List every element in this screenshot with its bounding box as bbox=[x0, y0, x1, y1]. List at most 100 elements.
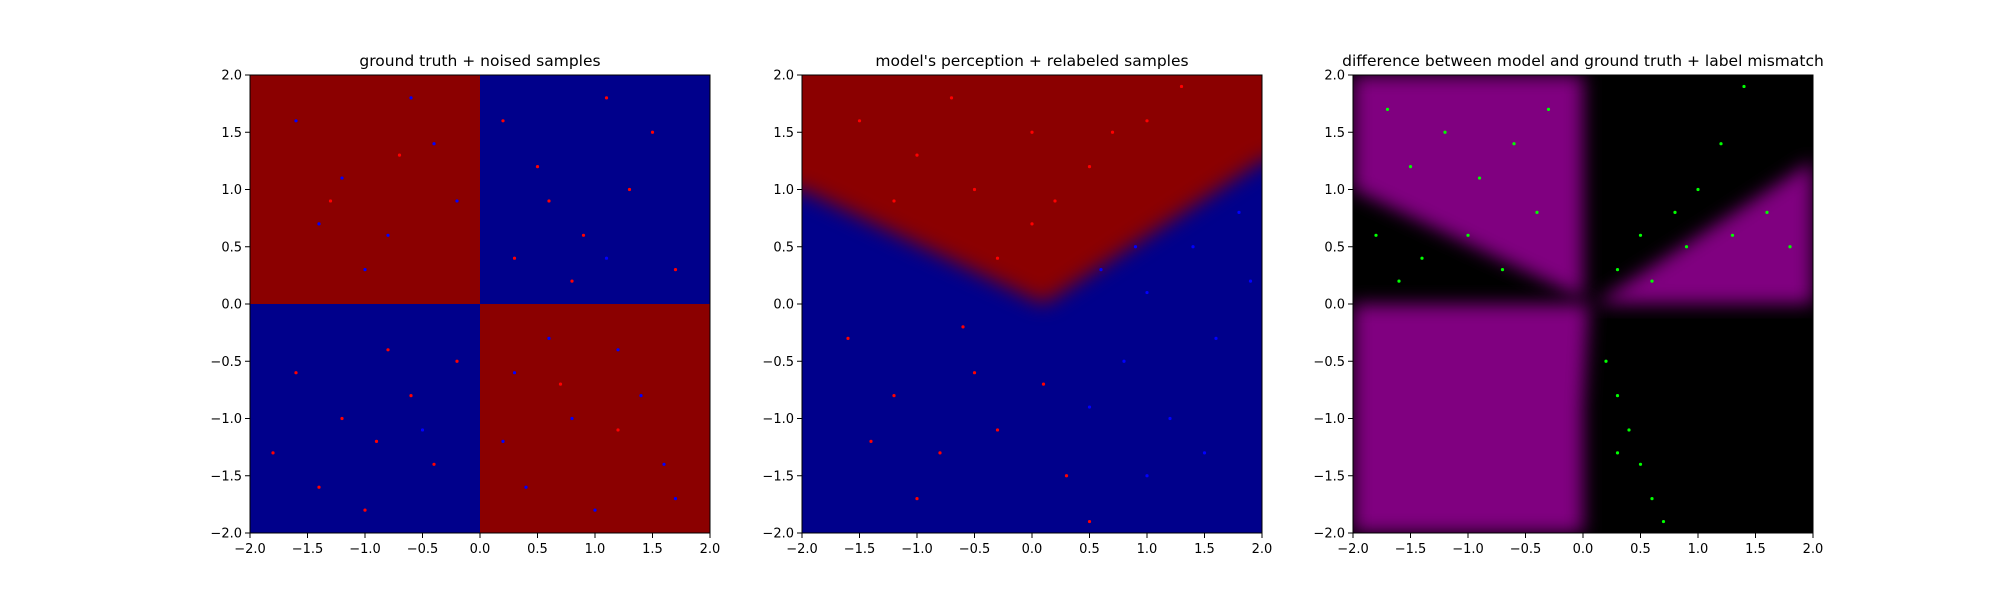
data-point bbox=[1719, 142, 1723, 146]
x-tick-label: 1.5 bbox=[1194, 542, 1215, 557]
y-tick-label: −2.0 bbox=[762, 527, 794, 542]
data-point bbox=[1627, 428, 1631, 432]
chart-title: difference between model and ground trut… bbox=[1342, 52, 1824, 70]
data-point bbox=[570, 279, 574, 283]
x-tick-label: 2.0 bbox=[1252, 542, 1273, 557]
y-tick-label: 0.0 bbox=[221, 298, 242, 313]
plot-area bbox=[1353, 75, 1813, 533]
y-tick-label: −1.0 bbox=[210, 412, 242, 427]
data-point bbox=[604, 256, 609, 260]
y-tick-label: 1.5 bbox=[773, 126, 794, 141]
y-tick-label: 1.0 bbox=[773, 183, 794, 198]
data-point bbox=[1443, 130, 1447, 134]
data-point bbox=[340, 416, 344, 421]
y-tick-label: −1.5 bbox=[210, 469, 242, 484]
x-tick-label: 1.5 bbox=[1745, 542, 1766, 557]
data-point bbox=[627, 187, 632, 192]
y-tick-label: −1.5 bbox=[762, 469, 794, 484]
data-point bbox=[869, 439, 873, 443]
x-tick-label: 0.0 bbox=[1573, 542, 1594, 557]
data-point bbox=[397, 153, 402, 157]
data-point bbox=[1673, 210, 1677, 214]
data-point bbox=[1615, 451, 1620, 455]
data-point bbox=[512, 371, 517, 375]
data-point bbox=[547, 199, 551, 203]
data-point bbox=[593, 508, 597, 512]
data-point bbox=[1638, 462, 1643, 466]
data-point bbox=[271, 451, 275, 455]
data-point bbox=[386, 233, 390, 237]
data-point bbox=[455, 359, 459, 363]
data-point bbox=[1765, 210, 1769, 214]
data-point bbox=[1145, 119, 1149, 123]
data-point bbox=[1041, 382, 1046, 386]
data-point bbox=[409, 394, 413, 398]
data-point bbox=[1385, 107, 1390, 111]
data-point bbox=[1500, 268, 1505, 272]
background-region-3 bbox=[250, 304, 480, 533]
y-tick-label: 0.0 bbox=[1324, 298, 1345, 313]
data-point bbox=[972, 371, 977, 375]
data-point bbox=[915, 497, 919, 501]
data-point bbox=[673, 497, 678, 501]
data-point bbox=[1408, 165, 1413, 169]
data-point bbox=[857, 119, 862, 123]
data-point bbox=[1696, 187, 1700, 192]
data-point bbox=[616, 428, 620, 432]
background-region-2 bbox=[480, 75, 710, 304]
y-tick-label: 0.0 bbox=[773, 298, 794, 313]
y-tick-label: −0.5 bbox=[210, 355, 242, 370]
panel-3: −2.0 −1.5 −1.0 −0.5 0.0 0.5 1.0 1.5 2.0 −2.0 −1.5 −… bbox=[1313, 52, 1823, 557]
y-tick-label: −2.0 bbox=[1313, 527, 1345, 542]
data-point bbox=[1638, 233, 1643, 237]
y-tick-label: 1.0 bbox=[221, 183, 242, 198]
y-tick-label: 1.5 bbox=[1324, 126, 1345, 141]
series-1 bbox=[846, 84, 1184, 524]
y-tick-label: 2.0 bbox=[773, 69, 794, 84]
y-tick-label: 0.5 bbox=[773, 240, 794, 255]
x-tick-label: −0.5 bbox=[959, 542, 991, 557]
data-point bbox=[1615, 394, 1620, 398]
data-point bbox=[363, 268, 367, 272]
data-point bbox=[846, 336, 850, 340]
x-tick-label: 0.5 bbox=[1630, 542, 1651, 557]
mismatch-region-2 bbox=[1594, 160, 1813, 304]
mismatch-region-3 bbox=[1353, 304, 1589, 533]
x-tick-label: 1.0 bbox=[585, 542, 606, 557]
data-point bbox=[512, 256, 517, 260]
data-point bbox=[949, 96, 954, 100]
data-point bbox=[1202, 451, 1207, 455]
data-point bbox=[1546, 107, 1551, 111]
x-tick-label: −2.0 bbox=[1337, 542, 1369, 557]
data-point bbox=[1053, 199, 1057, 203]
data-point bbox=[673, 268, 678, 272]
x-tick-label: 0.0 bbox=[470, 542, 491, 557]
mismatch-region-1 bbox=[1353, 75, 1583, 299]
data-point bbox=[1684, 245, 1689, 249]
data-point bbox=[662, 462, 666, 466]
data-point bbox=[1742, 84, 1746, 89]
x-tick-label: −1.5 bbox=[844, 542, 876, 557]
data-point bbox=[1237, 210, 1241, 214]
data-point bbox=[1122, 359, 1126, 363]
y-tick-label: 1.0 bbox=[1324, 183, 1345, 198]
data-point bbox=[455, 199, 459, 203]
data-point bbox=[1788, 245, 1792, 249]
data-point bbox=[524, 485, 528, 489]
x-tick-label: −2.0 bbox=[786, 542, 818, 557]
data-point bbox=[1087, 519, 1092, 524]
background-region-1 bbox=[250, 75, 480, 304]
y-tick-label: 2.0 bbox=[221, 69, 242, 84]
data-point bbox=[535, 165, 540, 169]
panel-2: −2.0 −1.5 −1.0 −0.5 0.0 0.5 1.0 1.5 2.0 −2.0 −1.5 −… bbox=[762, 52, 1273, 557]
data-point bbox=[938, 451, 942, 455]
data-point bbox=[363, 508, 367, 512]
panel-1: −2.0 −1.5 −1.0 −0.5 0.0 0.5 1.0 1.5 2.0 −2.0 −1.5 −… bbox=[210, 52, 720, 557]
data-point bbox=[294, 119, 298, 123]
data-point bbox=[1145, 474, 1149, 478]
data-point bbox=[1650, 279, 1654, 283]
data-point bbox=[1466, 233, 1470, 237]
data-point bbox=[1087, 405, 1092, 409]
data-point bbox=[1248, 279, 1253, 283]
